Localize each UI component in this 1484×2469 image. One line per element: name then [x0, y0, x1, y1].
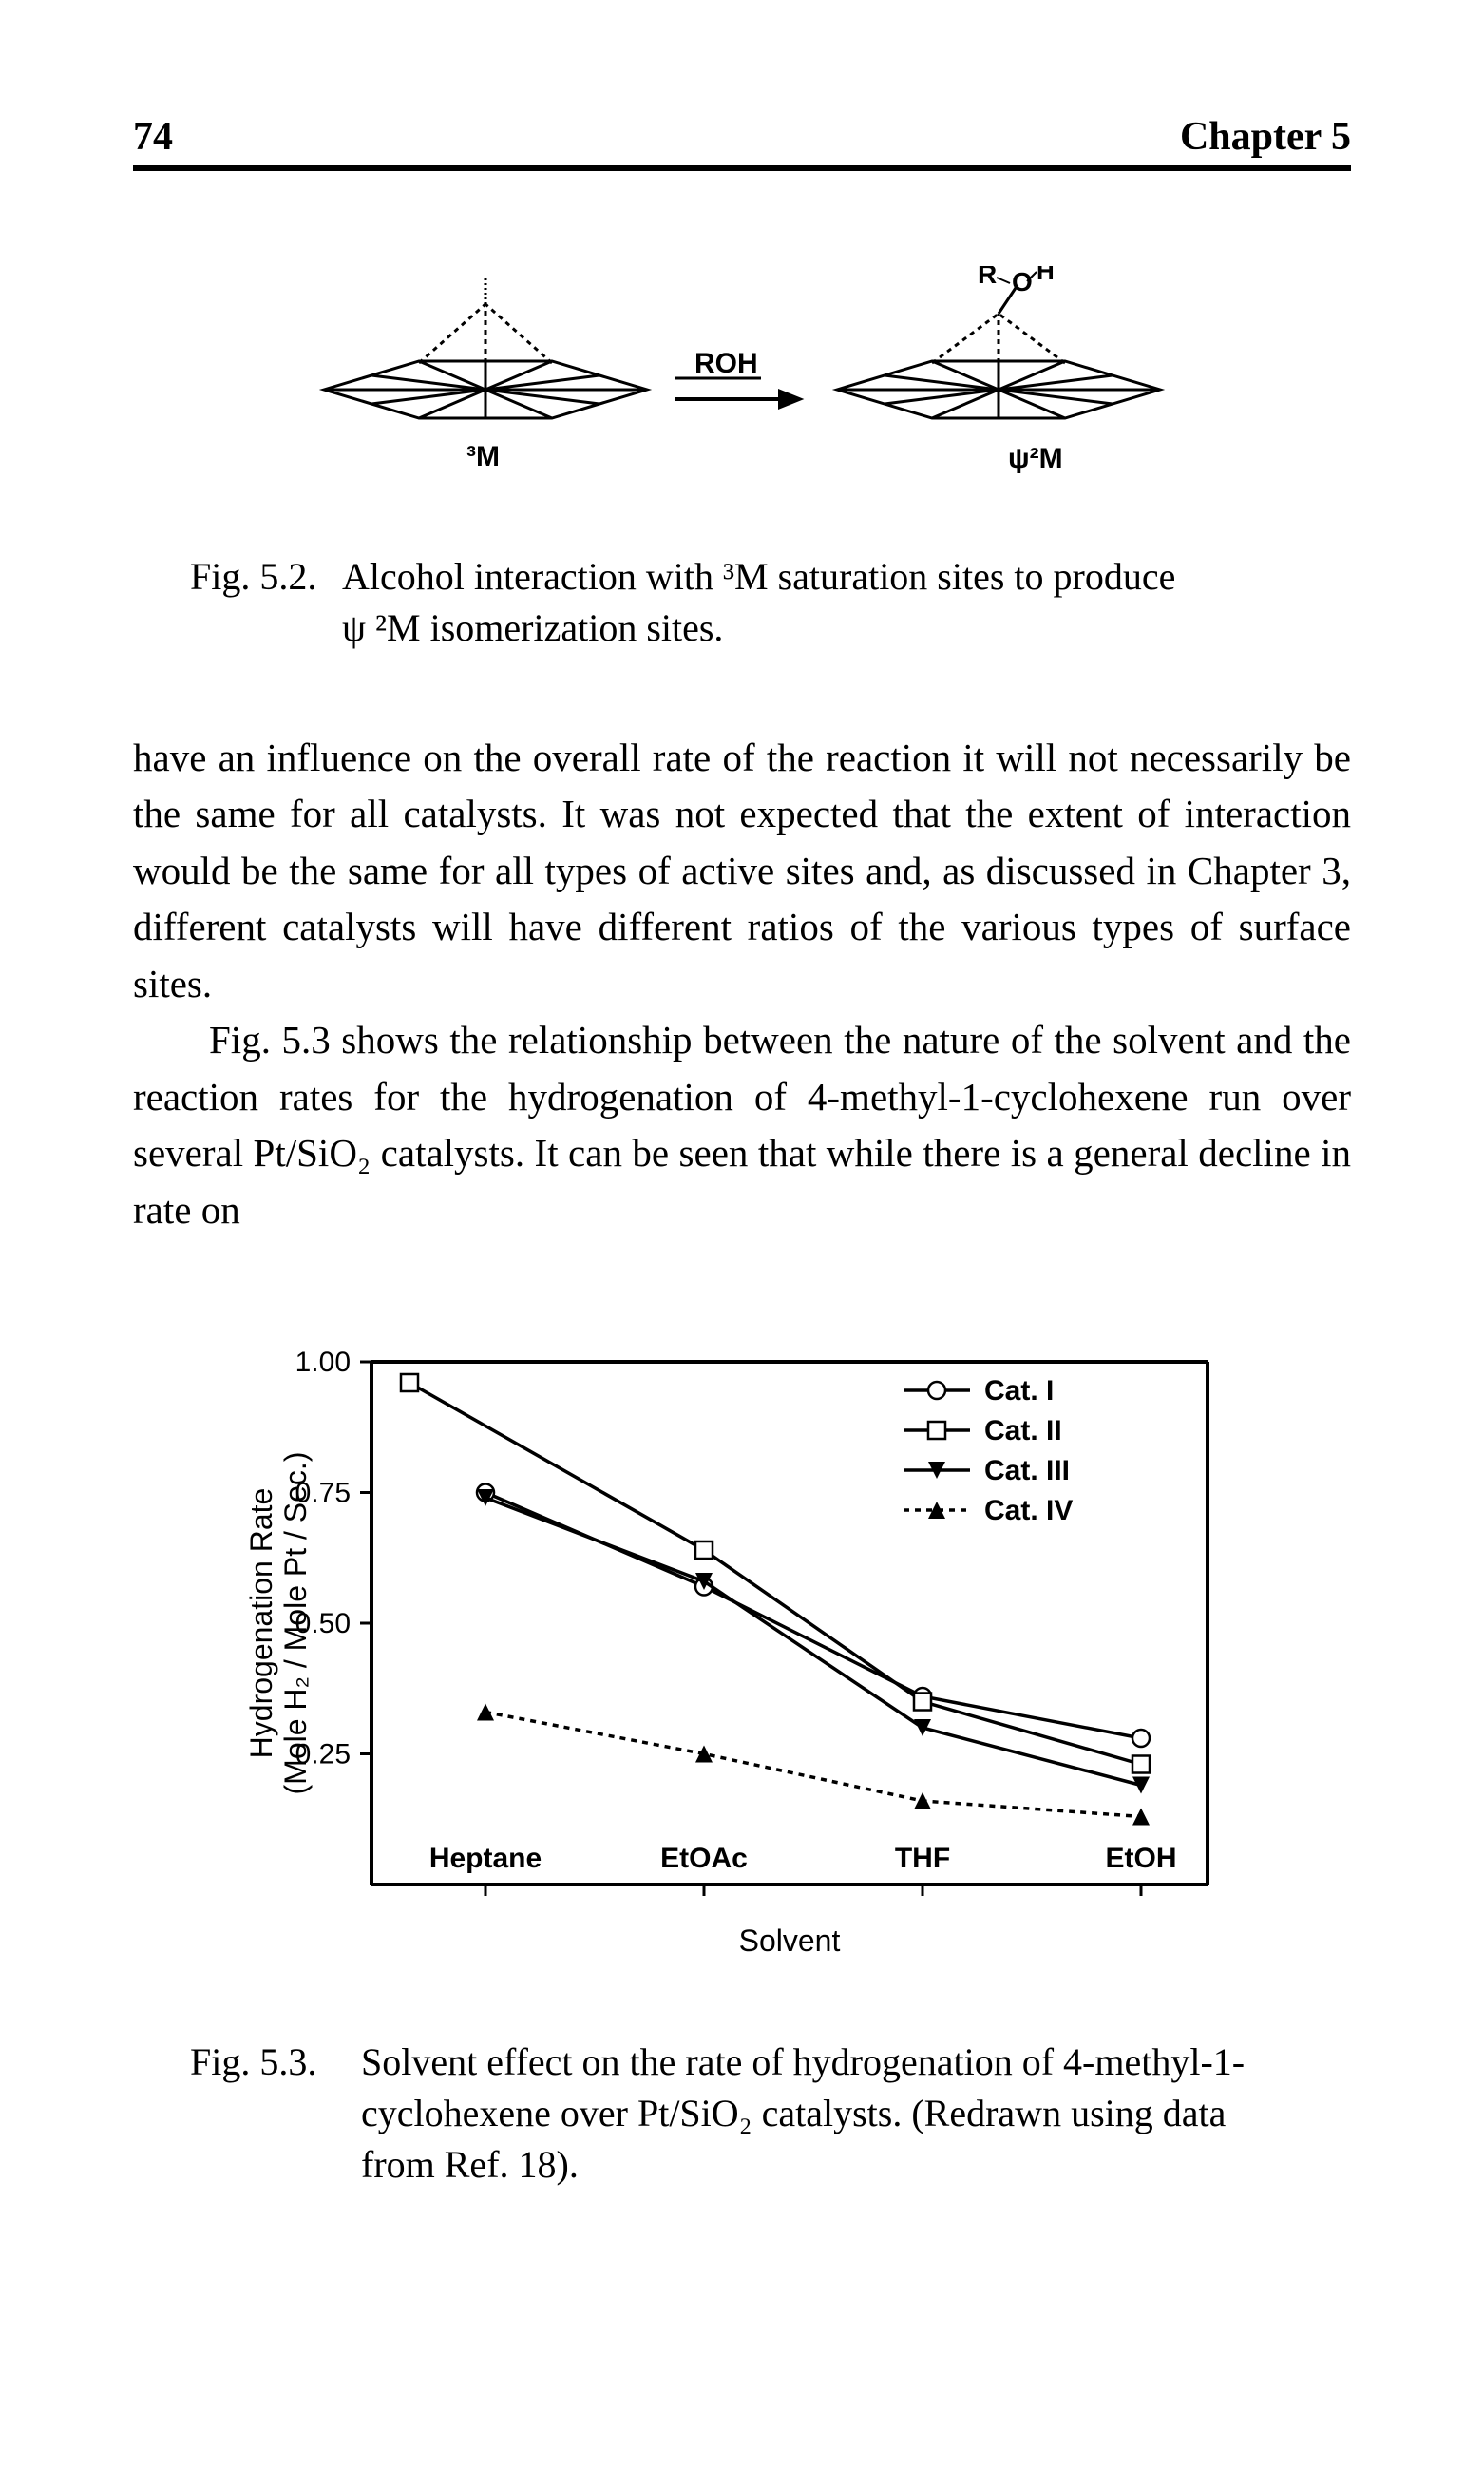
figure-5-3-caption: Fig. 5.3. Solvent effect on the rate of …: [190, 2037, 1294, 2191]
svg-text:1.00: 1.00: [295, 1347, 351, 1378]
svg-text:Cat. I: Cat. I: [984, 1375, 1054, 1407]
svg-text:Cat. IV: Cat. IV: [984, 1495, 1073, 1526]
fig53-text: Solvent effect on the rate of hydrogenat…: [361, 2037, 1294, 2191]
roh-arrow: [675, 378, 799, 407]
left-site-label: ³M: [466, 441, 500, 472]
page-header: 74 Chapter 5: [133, 114, 1351, 171]
para-1: have an influence on the overall rate of…: [133, 730, 1351, 1012]
figure-5-2-caption: Fig. 5.2.Alcohol interaction with ³M sat…: [190, 551, 1294, 654]
figure-5-3: 0.250.500.751.00HeptaneEtOAcTHFEtOHSolve…: [133, 1305, 1351, 2008]
body-text: have an influence on the overall rate of…: [133, 730, 1351, 1238]
right-site-label: ψ²M: [1008, 443, 1063, 474]
svg-text:Cat. II: Cat. II: [984, 1415, 1062, 1446]
svg-text:THF: THF: [895, 1843, 950, 1874]
fig52-cap2: ψ ²M isomerization sites.: [342, 603, 1294, 654]
fig52-cap1: Alcohol interaction with ³M saturation s…: [342, 555, 1175, 598]
roh-label: ROH: [694, 348, 758, 379]
figure-5-2: ³M ROH R O H: [133, 266, 1351, 513]
page-number: 74: [133, 114, 173, 160]
svg-text:Cat. III: Cat. III: [984, 1455, 1070, 1486]
svg-text:EtOH: EtOH: [1106, 1843, 1177, 1874]
fig53-label: Fig. 5.3.: [190, 2037, 352, 2088]
fig52-label: Fig. 5.2.: [190, 551, 342, 603]
chapter-label: Chapter 5: [1180, 114, 1351, 160]
o-label: O: [1012, 267, 1033, 297]
svg-text:Hydrogenation Rate(Mole H₂ / M: Hydrogenation Rate(Mole H₂ / Mole Pt / S…: [244, 1451, 313, 1794]
para-2: Fig. 5.3 shows the relationship between …: [133, 1012, 1351, 1238]
h-label: H: [1037, 266, 1055, 285]
figure-5-3-svg: 0.250.500.751.00HeptaneEtOAcTHFEtOHSolve…: [238, 1305, 1246, 2008]
svg-text:Solvent: Solvent: [739, 1924, 841, 1958]
figure-5-2-svg: ³M ROH R O H: [267, 266, 1217, 513]
svg-text:EtOAc: EtOAc: [660, 1843, 748, 1874]
svg-text:Heptane: Heptane: [429, 1843, 542, 1874]
r-label: R: [978, 266, 997, 289]
